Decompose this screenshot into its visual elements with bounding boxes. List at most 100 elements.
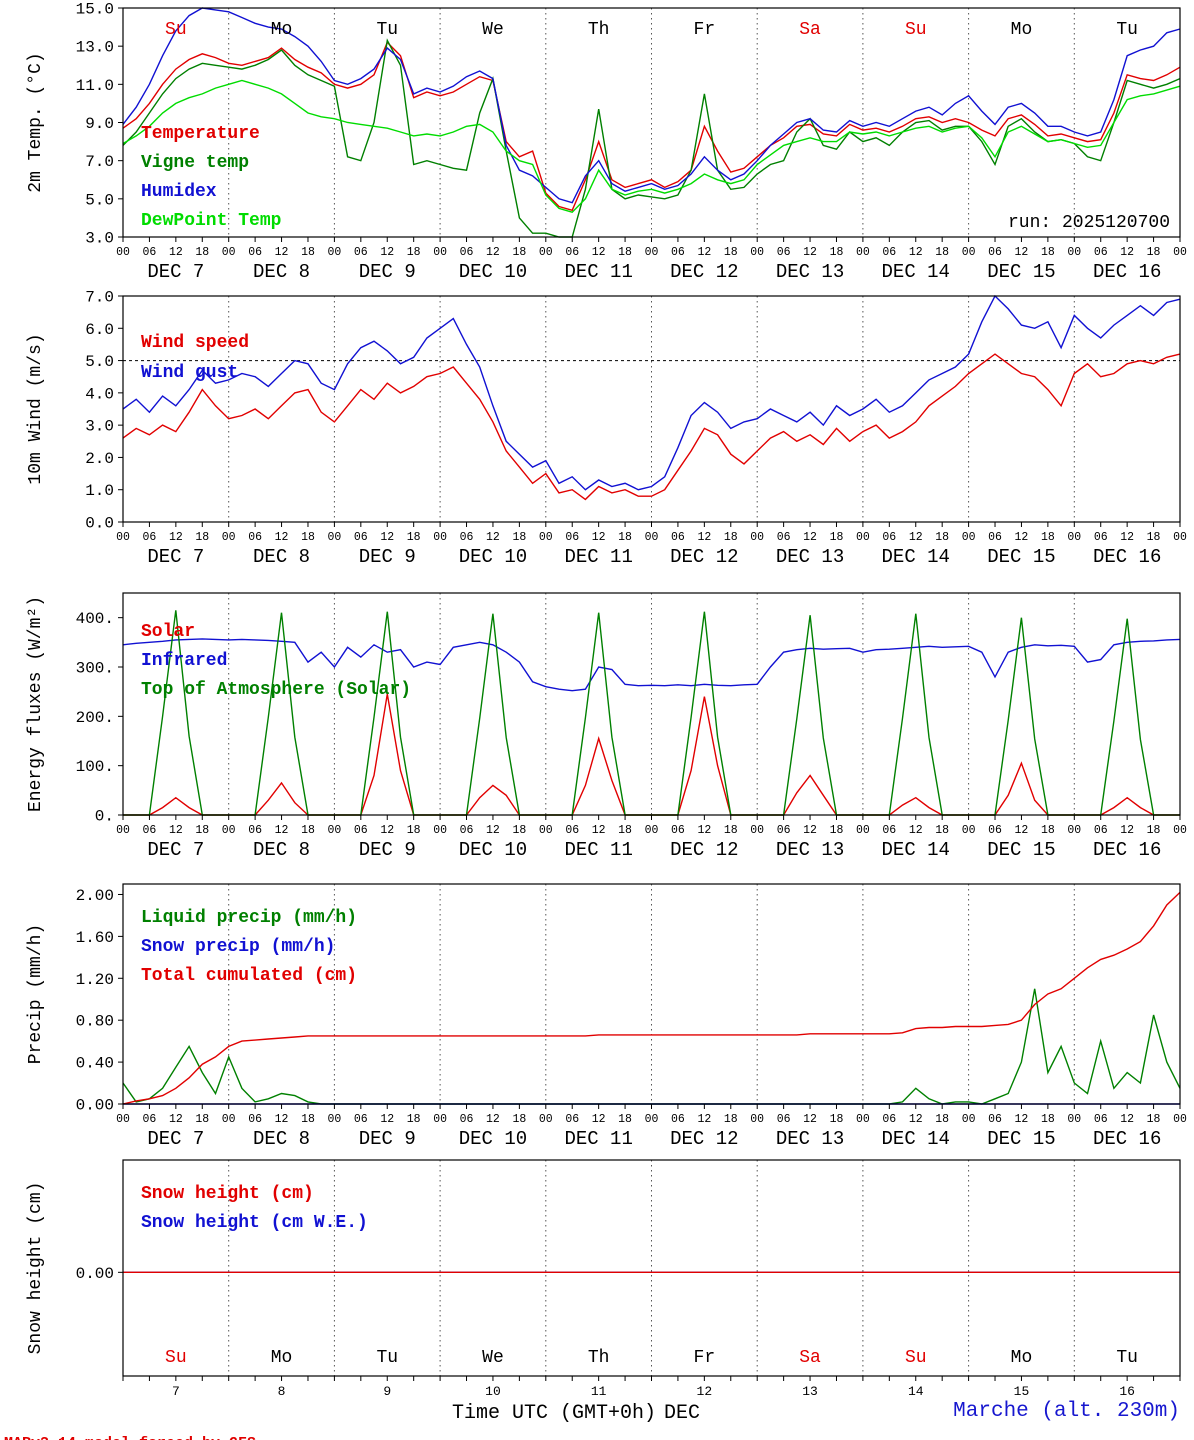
hour-tick-label: 00 [750,1113,764,1126]
hour-tick-label: 12 [275,824,289,837]
day-label: DEC 15 [987,261,1055,283]
hour-tick-label: 18 [618,1113,632,1126]
hour-tick-label: 06 [354,531,368,544]
day-label: DEC 14 [882,839,950,861]
day-label: DEC 13 [776,546,844,568]
hour-tick-label: 06 [460,531,474,544]
day-label: DEC 15 [987,546,1055,568]
hour-tick-label: 18 [935,531,949,544]
day-number-label: 16 [1119,1384,1135,1399]
y-tick-label: 400. [76,610,114,628]
hour-tick-label: 06 [777,1113,791,1126]
day-label: DEC 10 [459,546,527,568]
hour-tick-label: 00 [433,246,447,259]
hour-tick-label: 18 [618,531,632,544]
hour-tick-label: 06 [988,531,1002,544]
day-of-week-label: Mo [271,1348,293,1368]
hour-tick-label: 00 [327,1113,341,1126]
day-label: DEC 9 [359,261,416,283]
hour-tick-label: 00 [962,824,976,837]
panel-precipitation: 00 06 12 18 00 06 12 18 00 06 12 18 00 06 12 18 00 06 12 18… [26,883,1187,1150]
y-tick-label: 1.20 [76,971,114,989]
hour-tick-label: 12 [486,531,500,544]
hour-tick-label: 12 [380,531,394,544]
hour-tick-label: 12 [909,824,923,837]
hour-tick-label: 12 [1015,824,1029,837]
hour-tick-label: 18 [1147,531,1161,544]
day-label: DEC 10 [459,1128,527,1150]
legend-label: Vigne temp [141,153,249,173]
legend-label: Infrared [141,651,227,671]
y-tick-label: 0.00 [76,1097,114,1115]
series-wind-speed [122,353,1181,501]
day-number-label: 7 [172,1384,180,1399]
hour-tick-label: 00 [327,531,341,544]
hour-tick-label: 00 [1067,1113,1081,1126]
hour-tick-label: 12 [1120,1113,1134,1126]
day-of-week-label: Su [165,20,187,40]
hour-tick-label: 18 [935,1113,949,1126]
hour-tick-label: 18 [724,531,738,544]
y-tick-label: 13.0 [76,39,114,57]
day-label: DEC 12 [670,1128,738,1150]
hour-tick-label: 18 [407,824,421,837]
hour-tick-label: 18 [407,246,421,259]
y-tick-label: 3.0 [85,230,114,248]
hour-tick-label: 00 [116,246,130,259]
day-number-label: 12 [697,1384,713,1399]
day-label: DEC 11 [564,1128,632,1150]
hour-tick-label: 18 [830,1113,844,1126]
hour-tick-label: 12 [275,246,289,259]
day-of-week-label: Tu [376,1348,398,1368]
series-liquid-precip-mm-h [122,988,1181,1105]
hour-tick-label: 00 [116,1113,130,1126]
day-label: DEC 12 [670,546,738,568]
day-label: DEC 8 [253,1128,310,1150]
time-axis-label: Time UTC (GMT+0h) DEC [452,1402,700,1425]
hour-tick-label: 00 [1173,246,1187,259]
hour-tick-label: 12 [486,1113,500,1126]
hour-tick-label: 18 [195,246,209,259]
legend-label: Liquid precip (mm/h) [141,908,357,928]
y-axis-title: 2m Temp. (°C) [26,52,46,192]
hour-tick-label: 00 [222,1113,236,1126]
hour-tick-label: 06 [248,1113,262,1126]
day-number-label: 10 [485,1384,501,1399]
plot-border [122,7,1181,238]
hour-tick-label: 12 [1120,246,1134,259]
day-number-label: 8 [278,1384,286,1399]
y-tick-label: 15.0 [76,1,114,19]
day-label: DEC 14 [882,1128,950,1150]
hour-tick-label: 12 [592,824,606,837]
hour-tick-label: 06 [143,246,157,259]
hour-tick-label: 00 [1067,531,1081,544]
legend-label: Snow height (cm W.E.) [141,1213,368,1233]
series-humidex [122,7,1181,204]
day-of-week-label: Tu [1116,1348,1138,1368]
hour-tick-label: 06 [777,531,791,544]
hour-tick-label: 00 [433,824,447,837]
hour-tick-label: 00 [116,824,130,837]
hour-tick-label: 06 [354,1113,368,1126]
hour-tick-label: 06 [460,1113,474,1126]
series-total-cumulated-cm [122,891,1181,1105]
hour-tick-label: 06 [671,246,685,259]
hour-tick-label: 18 [724,246,738,259]
panel-temperature: 00 06 12 18 00 06 12 18 00 06 12 18 00 06 12 18 00 06 12 18… [26,1,1187,284]
day-of-week-label: Tu [376,20,398,40]
hour-tick-label: 00 [539,1113,553,1126]
hour-tick-label: 12 [275,531,289,544]
hour-tick-label: 00 [856,531,870,544]
day-of-week-label: Fr [694,20,716,40]
hour-tick-label: 12 [592,531,606,544]
day-label: DEC 10 [459,261,527,283]
hour-tick-label: 18 [1041,531,1055,544]
hour-tick-label: 18 [407,1113,421,1126]
y-tick-label: 100. [76,758,114,776]
day-label: DEC 9 [359,546,416,568]
y-tick-label: 200. [76,709,114,727]
y-tick-label: 1.60 [76,929,114,947]
hour-tick-label: 12 [909,531,923,544]
hour-tick-label: 12 [909,246,923,259]
